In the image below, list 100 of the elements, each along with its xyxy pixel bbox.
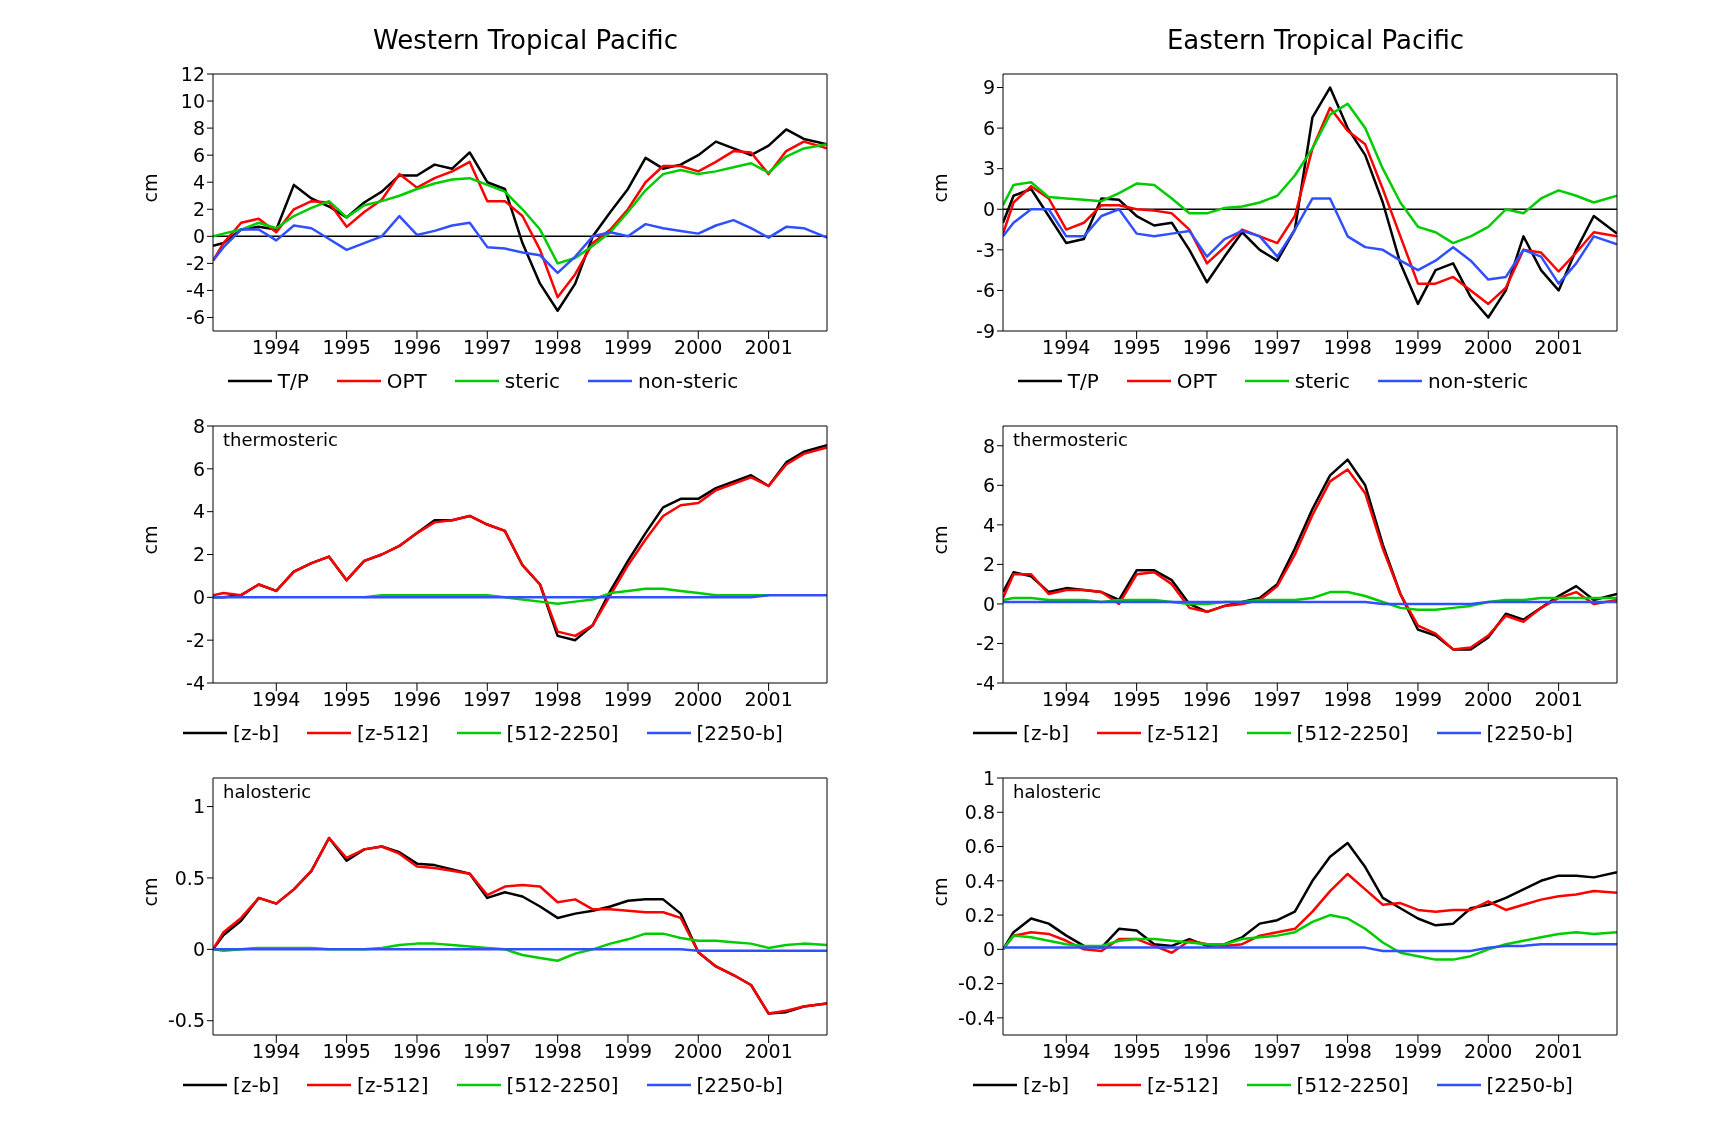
legend-label: [z-b] (233, 721, 280, 745)
chart-title: Western Tropical Pacific (371, 24, 680, 57)
y-tick-label: 8 (192, 116, 205, 139)
x-tick-label: 1997 (463, 688, 512, 711)
x-tick-label: 1998 (1323, 688, 1372, 711)
legend-label: non-steric (638, 369, 739, 393)
x-tick-label: 1997 (1253, 336, 1302, 359)
x-tick-label: 2001 (1534, 336, 1583, 359)
y-tick-label: 6 (192, 143, 205, 166)
y-tick-label: -0.5 (167, 1009, 205, 1032)
y-tick-label: 1 (982, 766, 995, 789)
y-axis-title: cm (928, 877, 951, 907)
x-tick-label: 1997 (1253, 1040, 1302, 1063)
y-tick-label: 0.2 (964, 903, 995, 926)
y-axis-title: cm (138, 173, 161, 203)
x-tick-label: 2000 (674, 1040, 723, 1063)
legend-label: [z-b] (1023, 1073, 1070, 1097)
x-tick-label: 2000 (674, 336, 723, 359)
y-tick-label: 0 (192, 586, 205, 609)
y-tick-label: 0 (982, 938, 995, 961)
legend-label: [512-2250] (506, 1073, 619, 1097)
legend-label: steric (504, 369, 561, 393)
y-tick-label: -6 (976, 279, 995, 302)
legend-label: [512-2250] (506, 721, 619, 745)
legend-label: [z-512] (1147, 721, 1219, 745)
x-tick-label: 1996 (1182, 688, 1232, 711)
x-tick-label: 1996 (392, 336, 442, 359)
y-tick-label: 4 (982, 513, 995, 536)
y-tick-label: -2 (976, 632, 995, 655)
x-tick-label: 2001 (744, 688, 793, 711)
x-tick-label: 2000 (1464, 688, 1513, 711)
x-tick-label: 1996 (1182, 336, 1232, 359)
x-tick-label: 1994 (1042, 1040, 1091, 1063)
x-tick-label: 1999 (603, 688, 653, 711)
legend-label: [z-512] (357, 721, 429, 745)
y-axis-title: cm (928, 525, 951, 555)
y-tick-label: -6 (186, 306, 205, 329)
x-tick-label: 1996 (392, 688, 442, 711)
x-tick-label: 1999 (1393, 336, 1443, 359)
y-tick-label: -4 (976, 671, 995, 694)
x-tick-label: 1997 (463, 1040, 512, 1063)
x-tick-label: 1995 (1112, 1040, 1161, 1063)
x-tick-label: 1995 (322, 1040, 371, 1063)
legend-label: [2250-b] (1486, 1073, 1573, 1097)
y-tick-label: -4 (186, 279, 205, 302)
x-tick-label: 2001 (1534, 688, 1583, 711)
x-tick-label: 1999 (1393, 1040, 1443, 1063)
y-tick-label: 0.8 (964, 801, 995, 824)
x-tick-label: 1998 (533, 688, 582, 711)
y-tick-label: 0.6 (964, 835, 995, 858)
y-tick-label: 10 (180, 89, 205, 112)
y-tick-label: 4 (192, 500, 205, 523)
x-tick-label: 2000 (674, 688, 723, 711)
x-tick-label: 2001 (744, 1040, 793, 1063)
legend-label: [z-b] (1023, 721, 1070, 745)
x-tick-label: 1997 (463, 336, 512, 359)
y-tick-label: 8 (192, 414, 205, 437)
x-tick-label: 2000 (1464, 1040, 1513, 1063)
y-tick-label: 0 (982, 198, 995, 221)
y-tick-label: 1 (192, 795, 205, 818)
annotation: halosteric (1013, 781, 1102, 802)
y-tick-label: 4 (192, 170, 205, 193)
y-tick-label: 8 (982, 434, 995, 457)
y-axis-title: cm (138, 525, 161, 555)
legend-label: OPT (386, 369, 427, 393)
x-tick-label: 1994 (252, 1040, 301, 1063)
legend-label: [2250-b] (1486, 721, 1573, 745)
legend-label: non-steric (1428, 369, 1529, 393)
legend-label: [z-512] (357, 1073, 429, 1097)
x-tick-label: 1996 (1182, 1040, 1232, 1063)
x-tick-label: 1996 (392, 1040, 442, 1063)
x-tick-label: 1994 (1042, 688, 1091, 711)
y-tick-label: 0 (192, 938, 205, 961)
x-tick-label: 1998 (1323, 1040, 1372, 1063)
annotation: halosteric (223, 781, 312, 802)
x-tick-label: 1997 (1253, 688, 1302, 711)
x-tick-label: 1999 (1393, 688, 1443, 711)
y-tick-label: 6 (982, 116, 995, 139)
legend-label: [z-b] (233, 1073, 280, 1097)
legend-label: T/P (1067, 369, 1099, 393)
x-tick-label: 1998 (533, 1040, 582, 1063)
x-tick-label: 1995 (322, 336, 371, 359)
y-tick-label: -4 (186, 671, 205, 694)
x-tick-label: 1999 (603, 336, 653, 359)
x-tick-label: 1995 (1112, 336, 1161, 359)
y-axis-title: cm (138, 877, 161, 907)
y-tick-label: 12 (180, 62, 205, 85)
y-tick-label: 0 (982, 592, 995, 615)
y-tick-label: 0 (192, 225, 205, 248)
y-tick-label: 9 (982, 76, 995, 99)
legend-label: [2250-b] (696, 721, 783, 745)
legend-label: T/P (277, 369, 309, 393)
y-tick-label: -9 (976, 319, 995, 342)
y-tick-label: -2 (186, 628, 205, 651)
x-tick-label: 1994 (252, 336, 301, 359)
annotation: thermosteric (223, 429, 338, 450)
y-tick-label: 0.5 (174, 866, 205, 889)
x-tick-label: 1998 (533, 336, 582, 359)
y-tick-label: -2 (186, 252, 205, 275)
y-tick-label: 2 (982, 553, 995, 576)
